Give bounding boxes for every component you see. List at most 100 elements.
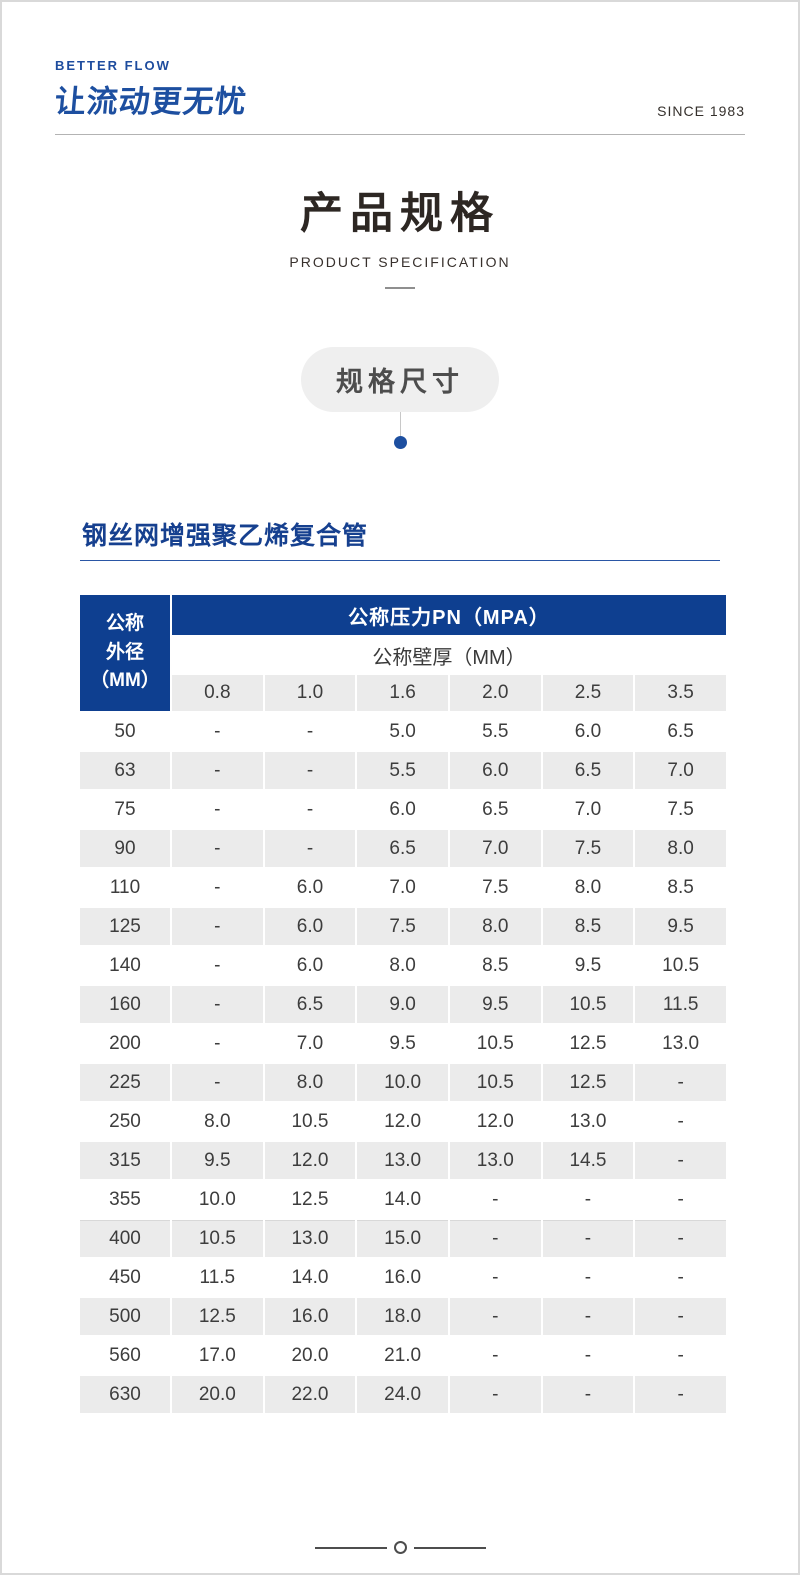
value-cell: 14.0 [264,1259,356,1296]
table-row: 160-6.5 9.0 9.5 10.5 11.5 [80,986,726,1023]
value-cell: 11.5 [172,1259,263,1296]
value-cell: 15.0 [357,1220,448,1257]
value-cell: 8.0 [172,1103,263,1140]
od-cell: 50 [80,713,170,750]
table-row: 450 11.5 14.0 16.0- - - [80,1259,726,1296]
value-cell: 6.0 [449,752,541,789]
value-cell: 9.5 [172,1142,263,1179]
value-cell: 6.5 [542,752,634,789]
table-row: 90- -6.5 7.0 7.5 8.0 [80,830,726,867]
table-row: 140-6.0 8.0 8.5 9.5 10.5 [80,947,726,984]
value-cell: 24.0 [357,1376,448,1413]
wall-thickness-header: 公称壁厚（MM） [172,637,726,673]
value-cell: 7.0 [635,752,726,789]
value-cell: 18.0 [357,1298,448,1335]
pressure-values-row: 0.8 1.0 1.6 2.0 2.5 3.5 [80,675,726,711]
pressure-group-header: 公称压力PN（MPA） [172,595,726,635]
value-cell: - [542,1298,634,1335]
table-row: 500 12.5 16.0 18.0- - - [80,1298,726,1335]
footer-line-left [314,1546,387,1549]
od-cell: 63 [80,752,170,789]
od-header-line: （MM） [90,670,160,692]
value-cell: - [449,1376,541,1413]
value-cell: - [542,1376,634,1413]
value-cell: - [542,1220,634,1257]
od-cell: 90 [80,830,170,867]
value-cell: 5.5 [449,713,541,750]
value-cell: 5.5 [357,752,448,789]
value-cell: - [635,1103,726,1140]
value-cell: 8.5 [449,947,541,984]
value-cell: 16.0 [264,1298,356,1335]
pressure-col-header: 1.0 [264,675,356,711]
value-cell: - [264,791,356,828]
value-cell: - [542,1259,634,1296]
table-row: 63- -5.5 6.0 6.5 7.0 [80,752,726,789]
brand-tagline-en: BETTER FLOW [55,58,171,73]
value-cell: 13.0 [635,1025,726,1062]
table-row: 75- -6.0 6.5 7.0 7.5 [80,791,726,828]
od-cell: 200 [80,1025,170,1062]
value-cell: 13.0 [264,1220,356,1257]
value-cell: - [264,713,356,750]
value-cell: 13.0 [449,1142,541,1179]
badge-block: 规格尺寸 [2,347,798,449]
value-cell: 20.0 [172,1376,263,1413]
value-cell: 12.5 [172,1298,263,1335]
value-cell: - [264,752,356,789]
value-cell: 7.0 [357,869,448,906]
value-cell: - [635,1337,726,1374]
value-cell: - [172,752,263,789]
value-cell: - [172,1025,263,1062]
pressure-col-header: 2.5 [542,675,634,711]
od-cell: 225 [80,1064,170,1101]
value-cell: 10.5 [449,1025,541,1062]
value-cell: - [172,830,263,867]
od-cell: 560 [80,1337,170,1374]
badge-dot-icon [393,436,407,449]
value-cell: 8.0 [264,1064,356,1101]
value-cell: 12.0 [264,1142,356,1179]
table-header-row-1: 公称 外径 （MM） 公称压力PN（MPA） [80,595,726,711]
value-cell: - [635,1376,726,1413]
section-heading-underline [80,560,720,561]
value-cell: 6.5 [635,713,726,750]
table-row: 630 20.0 22.0 24.0- - - [80,1376,726,1413]
od-cell: 355 [80,1181,170,1218]
value-cell: - [635,1259,726,1296]
value-cell: 9.5 [357,1025,448,1062]
value-cell: 21.0 [357,1337,448,1374]
od-cell: 110 [80,869,170,906]
value-cell: - [449,1259,541,1296]
od-cell: 400 [80,1220,170,1257]
value-cell: - [635,1181,726,1218]
table-row: 250 8.0 10.5 12.0 12.0 13.0- [80,1103,726,1140]
value-cell: 7.5 [357,908,448,945]
od-column-header: 公称 外径 （MM） [80,595,170,711]
value-cell: 8.0 [542,869,634,906]
value-cell: 7.5 [542,830,634,867]
since-label: SINCE 1983 [657,103,745,119]
value-cell: 10.0 [172,1181,263,1218]
value-cell: - [635,1298,726,1335]
header-divider [55,134,745,135]
value-cell: 9.5 [542,947,634,984]
footer-circle-icon [393,1541,407,1554]
value-cell: - [264,830,356,867]
value-cell: 6.0 [264,908,356,945]
value-cell: 6.0 [542,713,634,750]
table-row: 110-6.0 7.0 7.5 8.0 8.5 [80,869,726,906]
brand-tagline-cn: 让流动更无忧 [53,84,249,119]
value-cell: 7.0 [542,791,634,828]
value-cell: 12.5 [542,1025,634,1062]
value-cell: 6.0 [357,791,448,828]
value-cell: - [635,1220,726,1257]
value-cell: 16.0 [357,1259,448,1296]
value-cell: 8.5 [542,908,634,945]
value-cell: 8.0 [357,947,448,984]
value-cell: 13.0 [542,1103,634,1140]
value-cell: 10.5 [264,1103,356,1140]
value-cell: 10.5 [542,986,634,1023]
value-cell: 10.5 [172,1220,263,1257]
